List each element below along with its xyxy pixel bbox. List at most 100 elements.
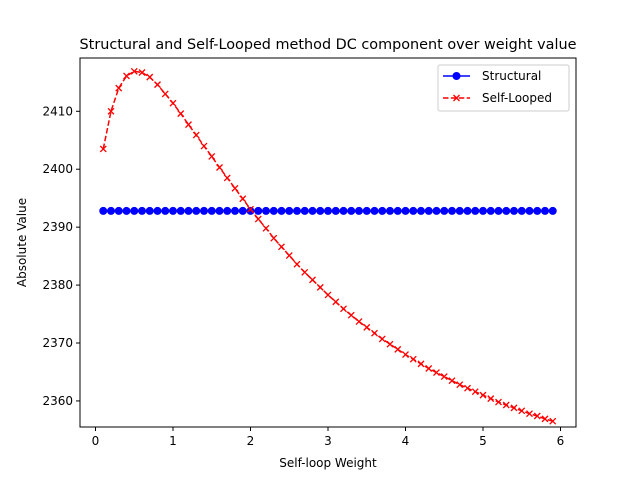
series-2-point <box>363 323 371 331</box>
series-1-point <box>161 206 170 215</box>
series-2-point <box>301 268 309 276</box>
series-1-point <box>99 206 108 215</box>
series-1-point <box>308 206 317 215</box>
series-2-point <box>417 360 425 368</box>
series-line-2 <box>102 70 553 422</box>
legend-label: Structural <box>482 69 541 83</box>
legend-marker <box>452 72 461 80</box>
series-1-point <box>417 206 425 215</box>
series-1-point <box>184 206 193 215</box>
series-2-point <box>433 369 440 377</box>
series-1-point <box>533 206 542 215</box>
series-1-point <box>401 206 410 215</box>
series-2-point <box>130 67 138 75</box>
series-2-point <box>146 73 154 81</box>
series-2-point <box>402 351 409 359</box>
y-tick-label: 2400 <box>42 162 73 176</box>
series-2-point <box>247 205 254 213</box>
x-tick-label: 5 <box>479 434 487 448</box>
series-2-point <box>502 401 510 409</box>
series-1-point <box>262 206 270 215</box>
series-2-point <box>549 417 557 425</box>
legend-marker <box>453 94 460 102</box>
x-axis-label: Self-loop Weight <box>279 456 377 470</box>
y-axis-label: Absolute Value <box>15 198 29 287</box>
series-1-point <box>471 206 480 215</box>
series-2-point <box>254 215 262 223</box>
series-2-point <box>208 153 216 160</box>
series-1-point <box>293 206 301 215</box>
series-2-point <box>440 373 448 381</box>
legend: Structural Self-Looped <box>437 64 570 112</box>
series-2-point <box>231 184 239 192</box>
x-tick-label: 4 <box>402 434 410 448</box>
series-1-point <box>153 206 162 215</box>
series-1-point <box>285 206 294 215</box>
series-2-point <box>409 355 417 363</box>
series-2-point <box>386 340 394 348</box>
legend-entry-1: Structural <box>443 69 541 83</box>
series-1-point <box>409 206 418 215</box>
y-tick-label: 2360 <box>42 394 73 408</box>
x-tick-label: 0 <box>92 434 100 448</box>
series-1-point <box>378 206 387 215</box>
series-2-point <box>309 276 316 284</box>
series-2-point <box>216 164 223 171</box>
y-axis: 2360 2370 2380 2390 2400 2410 <box>42 104 80 408</box>
series-1-point <box>316 206 325 215</box>
series-1-point <box>510 206 518 215</box>
series-1-point <box>207 206 216 215</box>
series-2-point <box>371 329 378 337</box>
series-1-point <box>548 206 557 215</box>
series-2-point <box>278 243 285 251</box>
series-2-point <box>464 384 471 392</box>
x-tick-label: 3 <box>324 434 332 448</box>
series-2-point <box>262 224 270 232</box>
legend-label: Self-Looped <box>482 91 552 105</box>
series-1-point <box>362 206 371 215</box>
series-1-point <box>277 206 286 215</box>
y-tick-label: 2410 <box>42 104 73 118</box>
series-2-point <box>533 412 541 420</box>
series-1-point <box>269 206 278 215</box>
x-tick-label: 2 <box>247 434 255 448</box>
series-2-point <box>355 318 363 326</box>
series-1-point <box>541 206 549 215</box>
series-1-point <box>107 206 115 215</box>
series-1-point <box>502 206 511 215</box>
series-2-point <box>169 99 177 107</box>
series-1-point <box>424 206 433 215</box>
series-1-point <box>192 206 201 215</box>
series-2-point <box>285 252 293 259</box>
series-1-point <box>300 206 309 215</box>
series-1-point <box>223 206 232 215</box>
series-1-point <box>455 206 464 215</box>
series-2-point <box>495 398 502 406</box>
series-2-point <box>340 305 347 313</box>
series-2-point <box>347 311 355 319</box>
series-2-point <box>324 291 332 299</box>
series-1-point <box>114 206 123 215</box>
series-1-point <box>130 206 139 215</box>
series-1-point <box>479 206 487 215</box>
series-1-point <box>138 206 146 215</box>
series-1-point <box>324 206 332 215</box>
series-2-point <box>425 365 433 372</box>
series-2-point <box>185 121 192 129</box>
series-2-point <box>161 90 169 98</box>
series-2-point <box>154 81 161 89</box>
series-1-point <box>238 206 247 215</box>
legend-entry-2: Self-Looped <box>443 91 552 105</box>
series-2-point <box>200 142 208 150</box>
series-2-point <box>223 174 231 182</box>
plot-area <box>99 67 557 425</box>
series-2-point <box>394 345 402 353</box>
series-2-point <box>192 131 200 139</box>
series-1-point <box>494 206 503 215</box>
series-1-point <box>254 206 263 215</box>
series-2-point <box>239 195 247 203</box>
series-2-point <box>293 260 301 268</box>
series-1-point <box>176 206 185 215</box>
series-2-point <box>123 72 130 80</box>
